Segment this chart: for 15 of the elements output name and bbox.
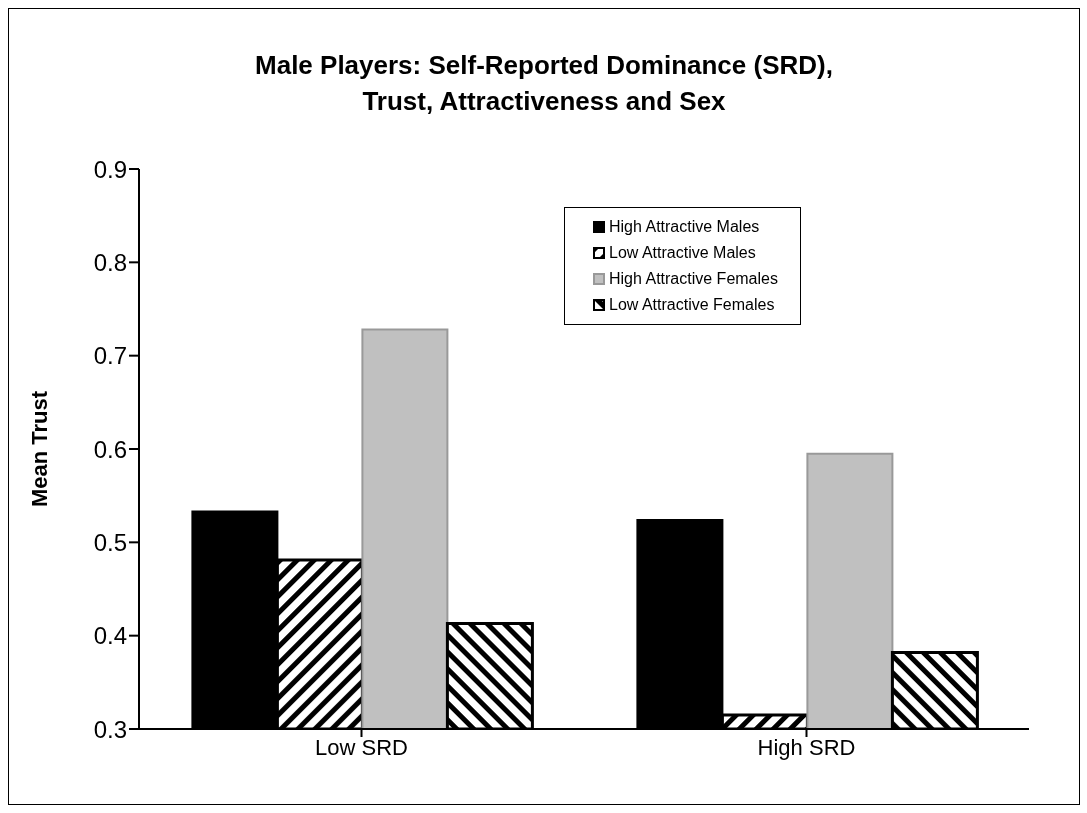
y-tick-label: 0.3	[93, 715, 127, 743]
y-tick-label: 0.8	[93, 248, 127, 276]
y-tick-label: 0.4	[93, 622, 127, 650]
y-tick-label: 0.5	[93, 528, 127, 556]
x-tick-label: Low SRD	[315, 734, 408, 760]
legend-label: High Attractive Females	[609, 270, 778, 288]
x-tick-label: High SRD	[757, 734, 856, 760]
y-tick-label: 0.6	[93, 435, 127, 463]
legend-label: Low Attractive Males	[609, 244, 756, 262]
y-tick-label: 0.9	[93, 155, 127, 183]
legend-label: High Attractive Males	[609, 218, 760, 236]
legend-label: Low Attractive Females	[609, 296, 775, 314]
chart-title: Male Players: Self-Reported Dominance (SRD), Trust, Attractiveness and Sex	[254, 49, 834, 118]
y-tick-label: 0.7	[93, 342, 127, 370]
y-axis-title: Mean Trust	[26, 390, 52, 508]
